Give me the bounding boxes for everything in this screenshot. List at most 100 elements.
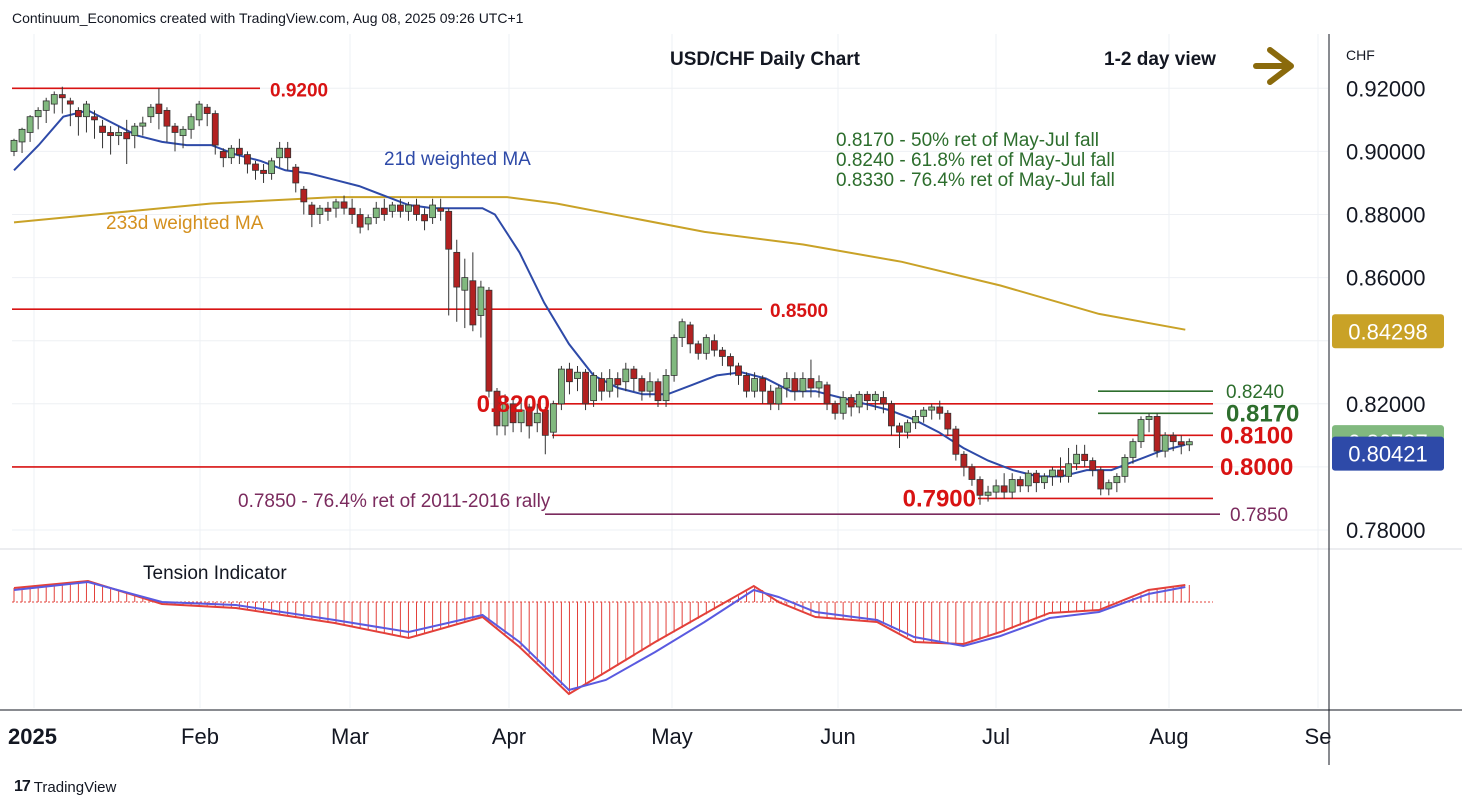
candle-70 xyxy=(574,365,581,392)
ytick-1: 0.90000 xyxy=(1346,139,1426,164)
grid xyxy=(0,34,1462,765)
candle-88 xyxy=(719,347,726,366)
candle-128 xyxy=(1041,473,1048,489)
level-lines xyxy=(12,87,1220,516)
candle-120 xyxy=(976,476,984,505)
level-label-4: 0.8000 xyxy=(1220,454,1293,481)
candle-54 xyxy=(445,208,453,316)
candle-133 xyxy=(1081,444,1089,467)
level-label-0: 0.9200 xyxy=(270,80,328,101)
candle-99 xyxy=(807,359,815,398)
annotation-2: 0.8330 - 76.4% ret of May-Jul fall xyxy=(836,170,1115,191)
candle-10 xyxy=(91,110,98,139)
candle-43 xyxy=(356,208,364,234)
candle-82 xyxy=(670,334,678,382)
candle-5 xyxy=(50,91,58,114)
candle-114 xyxy=(928,403,936,420)
candle-22 xyxy=(187,113,195,139)
candle-85 xyxy=(694,340,702,360)
candle-123 xyxy=(1000,473,1008,499)
fib-label-1: 0.8170 xyxy=(1226,400,1299,427)
brand-label: TradingView xyxy=(33,778,117,796)
candle-9 xyxy=(83,100,90,133)
svg-text:0.84298: 0.84298 xyxy=(1348,319,1428,344)
candle-74 xyxy=(606,369,614,398)
xtick-7: Aug xyxy=(1149,724,1188,749)
candle-57 xyxy=(469,252,477,332)
candles xyxy=(10,86,1193,505)
candle-131 xyxy=(1065,447,1072,483)
candle-124 xyxy=(1008,473,1016,499)
candle-104 xyxy=(847,394,855,417)
candle-78 xyxy=(638,375,646,401)
candle-83 xyxy=(678,318,686,348)
candle-71 xyxy=(582,369,589,411)
candle-76 xyxy=(622,362,630,392)
candle-52 xyxy=(429,198,437,224)
candle-94 xyxy=(767,384,775,411)
candle-66 xyxy=(541,406,549,455)
ma233-line xyxy=(13,196,1186,331)
candle-119 xyxy=(968,463,976,486)
candle-59 xyxy=(485,287,493,398)
candle-44 xyxy=(364,214,372,231)
candle-20 xyxy=(171,123,179,152)
candle-73 xyxy=(598,372,606,401)
candle-65 xyxy=(533,403,541,433)
xtick-5: Jun xyxy=(820,724,855,749)
candle-108 xyxy=(880,391,887,414)
candle-53 xyxy=(437,198,445,221)
candle-139 xyxy=(1129,438,1137,464)
candle-25 xyxy=(211,110,219,155)
candle-41 xyxy=(340,195,348,215)
candle-138 xyxy=(1121,454,1129,483)
candle-79 xyxy=(646,372,654,398)
candle-80 xyxy=(654,378,662,407)
candle-117 xyxy=(952,425,960,461)
view-label: 1-2 day view xyxy=(1104,49,1216,70)
candle-4 xyxy=(42,97,50,124)
level-label-3: 0.8100 xyxy=(1220,422,1293,449)
tradingview-logo-icon: 17 xyxy=(14,778,31,795)
candle-93 xyxy=(759,375,767,404)
candle-84 xyxy=(686,321,694,354)
price-label-0: 0.84298 xyxy=(1332,314,1444,349)
candle-135 xyxy=(1097,466,1105,496)
annotation-1: 0.8240 - 61.8% ret of May-Jul fall xyxy=(836,150,1115,171)
level-label-1: 0.8500 xyxy=(770,301,828,322)
tradingview-brand[interactable]: 17 TradingView xyxy=(14,778,116,796)
candle-115 xyxy=(936,400,944,420)
candle-122 xyxy=(992,479,1000,499)
xtick-0: 2025 xyxy=(8,724,57,749)
candle-49 xyxy=(405,201,412,221)
annotation-0: 0.8170 - 50% ret of May-Jul fall xyxy=(836,130,1099,151)
candle-144 xyxy=(1169,432,1177,452)
candle-14 xyxy=(123,119,131,165)
annotation-3: 0.7850 - 76.4% ret of 2011-2016 rally xyxy=(238,491,551,512)
ytick-4: 0.82000 xyxy=(1346,392,1426,417)
level-label-5: 0.7900 xyxy=(903,485,976,512)
candle-62 xyxy=(509,397,517,433)
axes: CHF 0.92000 0.90000 0.88000 0.86000 0.82000 0.… xyxy=(8,47,1444,749)
candle-95 xyxy=(775,384,783,411)
candle-75 xyxy=(614,372,622,398)
candle-106 xyxy=(863,391,871,411)
xtick-2: Mar xyxy=(331,724,369,749)
candle-127 xyxy=(1032,470,1040,493)
candle-111 xyxy=(904,419,911,439)
candle-38 xyxy=(316,205,324,224)
candle-50 xyxy=(413,198,420,221)
candle-48 xyxy=(396,198,404,218)
annotations: USD/CHF Daily Chart 1-2 day view 21d weigh… xyxy=(106,47,1299,584)
xtick-1: Feb xyxy=(181,724,219,749)
candle-102 xyxy=(831,400,839,420)
arrow-right-icon xyxy=(1253,47,1294,85)
candle-92 xyxy=(751,372,758,398)
candle-87 xyxy=(710,334,718,357)
candle-16 xyxy=(139,116,147,136)
candle-46 xyxy=(380,198,388,221)
candle-86 xyxy=(702,334,710,360)
candle-40 xyxy=(332,198,340,218)
candle-125 xyxy=(1016,476,1024,493)
